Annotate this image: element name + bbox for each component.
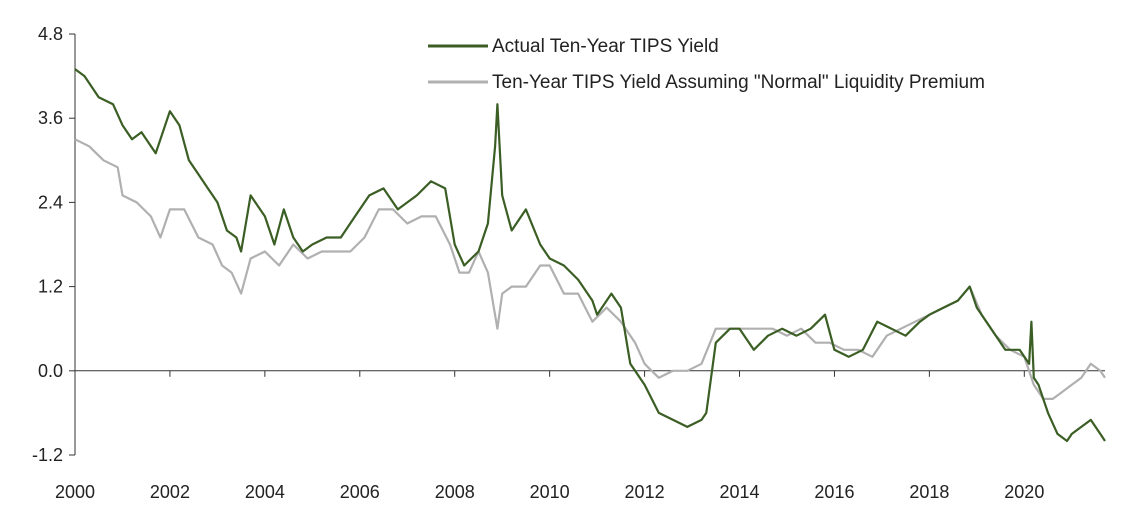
series-line-normal: [74, 138, 1106, 400]
y-tick-label: 1.2: [38, 277, 63, 297]
series-line-actual: [74, 68, 1106, 443]
x-axis-ticks: 2000 2002 2004 2006 2008 2010 2012 2014 2016 2018…: [55, 370, 1044, 502]
y-tick-label: -1.2: [32, 445, 63, 465]
x-tick-label: 2020: [1004, 482, 1044, 502]
x-tick-label: 2006: [340, 482, 380, 502]
y-tick-label: 4.8: [38, 24, 63, 44]
x-tick-label: 2008: [435, 482, 475, 502]
x-tick-label: 2004: [245, 482, 285, 502]
legend: Actual Ten-Year TIPS Yield Ten-Year TIPS…: [428, 36, 985, 93]
x-tick-label: 2016: [814, 482, 854, 502]
x-tick-label: 2012: [625, 482, 665, 502]
legend-label-actual: Actual Ten-Year TIPS Yield: [492, 36, 719, 57]
series-layer: [74, 68, 1106, 443]
y-tick-label: 2.4: [38, 192, 63, 212]
legend-entry-normal: Ten-Year TIPS Yield Assuming "Normal" Li…: [428, 72, 985, 93]
x-tick-label: 2000: [55, 482, 95, 502]
x-tick-label: 2014: [719, 482, 759, 502]
legend-label-normal: Ten-Year TIPS Yield Assuming "Normal" Li…: [492, 72, 985, 93]
y-axis-ticks: 4.8 3.6 2.4 1.2 0.0 -1.2: [32, 24, 75, 465]
x-tick-label: 2002: [150, 482, 190, 502]
y-tick-label: 0.0: [38, 361, 63, 381]
x-tick-label: 2010: [530, 482, 570, 502]
legend-entry-actual: Actual Ten-Year TIPS Yield: [428, 36, 719, 57]
y-tick-label: 3.6: [38, 108, 63, 128]
x-tick-label: 2018: [909, 482, 949, 502]
plot-area: 4.8 3.6 2.4 1.2 0.0 -1.2 2000 2002 2004 2006 2008…: [32, 24, 1106, 502]
